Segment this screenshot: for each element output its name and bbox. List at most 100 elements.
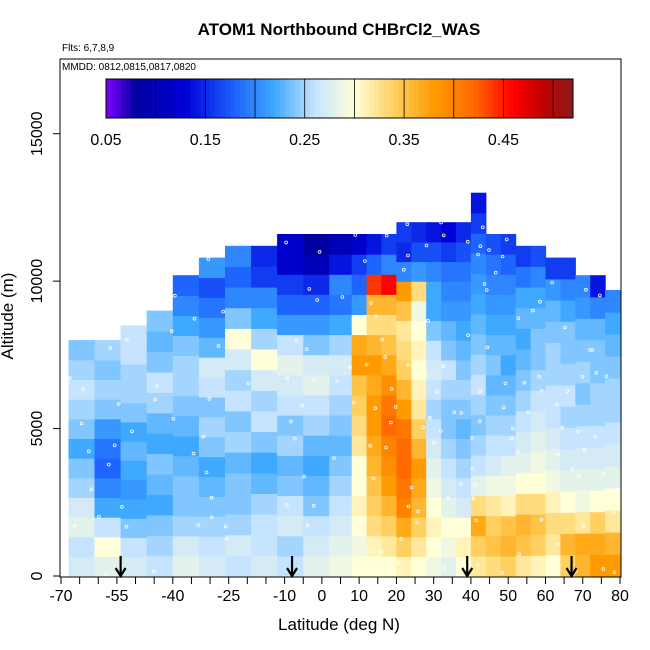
colorbar-segment	[279, 79, 286, 118]
sample-point	[432, 441, 436, 445]
heatmap-cell	[277, 254, 304, 275]
heatmap-cell	[198, 496, 226, 517]
heatmap-cell	[530, 514, 547, 536]
heatmap-cell	[351, 435, 368, 456]
heatmap-cell	[198, 456, 226, 478]
x-tick-label: -55	[105, 588, 128, 605]
heatmap-cell	[277, 555, 304, 577]
heatmap-cell	[530, 390, 547, 412]
heatmap-cell	[396, 300, 412, 322]
colorbar-tick-label: 0.15	[190, 132, 221, 149]
heatmap-cell	[605, 444, 621, 467]
sample-point	[584, 287, 588, 292]
heatmap-cell	[470, 535, 487, 557]
sample-point	[125, 337, 129, 342]
heatmap-cell	[198, 277, 226, 298]
heatmap-cell	[120, 518, 148, 539]
subtitle-flights: Flts: 6,7,8,9	[62, 43, 115, 54]
colorbar-segment	[483, 79, 489, 118]
heatmap-cell	[198, 257, 226, 279]
heatmap-cell	[351, 495, 368, 517]
colorbar-segment	[493, 79, 499, 118]
heatmap-cell	[441, 418, 457, 439]
sample-point	[169, 329, 174, 334]
heatmap-cell	[198, 416, 226, 438]
heatmap-cell	[146, 555, 174, 577]
sample-point	[433, 497, 438, 502]
heatmap-cell	[485, 354, 502, 376]
heatmap-cell	[225, 514, 252, 536]
heatmap-cell	[515, 328, 532, 350]
heatmap-cell	[530, 307, 547, 329]
heatmap-cell	[411, 340, 427, 361]
heatmap-cell	[545, 278, 561, 301]
sample-point	[441, 233, 446, 238]
x-tick-label: 40	[462, 588, 480, 605]
sample-point	[210, 515, 214, 520]
heatmap-cell	[303, 254, 330, 275]
sample-point	[354, 565, 359, 569]
sample-point	[79, 421, 84, 426]
colorbar-segment	[309, 79, 316, 118]
heatmap-cell	[485, 435, 502, 456]
heatmap-cell	[251, 514, 278, 536]
heatmap-cell	[530, 555, 547, 577]
heatmap-cell	[545, 491, 561, 513]
sample-point	[500, 571, 505, 575]
colorbar-segment	[180, 79, 186, 118]
sample-point	[580, 374, 585, 379]
sample-point	[389, 387, 394, 391]
sample-point	[304, 347, 309, 352]
sample-point	[171, 416, 176, 421]
heatmap-cell	[277, 234, 304, 255]
heatmap-cell	[456, 320, 472, 341]
heatmap-cell	[94, 556, 122, 577]
heatmap-cell	[411, 359, 427, 381]
heatmap-cell	[426, 320, 442, 341]
chart-title: ATOM1 Northbound CHBrCl2_WAS	[198, 20, 481, 39]
heatmap-cell	[351, 254, 368, 275]
sample-point	[570, 467, 575, 472]
sample-point	[556, 452, 560, 457]
sample-point	[465, 239, 470, 244]
heatmap-cell	[530, 431, 547, 453]
heatmap-cell	[329, 495, 353, 517]
heatmap-cell	[396, 241, 412, 263]
heatmap-cell	[426, 477, 442, 498]
profile-marker-arrow	[461, 556, 474, 579]
heatmap-cell	[456, 497, 472, 518]
heatmap-cell	[381, 234, 397, 255]
colorbar-segment	[503, 79, 509, 118]
sample-point	[315, 298, 320, 302]
heatmap-cell	[329, 555, 353, 577]
y-axis: 0 5000 10000 15000	[29, 111, 61, 580]
heatmap-cell	[590, 318, 606, 341]
heatmap-cell	[470, 253, 487, 274]
heatmap-cell	[545, 321, 561, 343]
heatmap-cell	[120, 383, 148, 404]
heatmap-cell	[411, 418, 427, 439]
colorbar-segment	[299, 79, 306, 118]
heatmap-cell	[198, 297, 226, 318]
heatmap-cell	[545, 427, 561, 450]
heatmap-cell	[441, 438, 457, 459]
heatmap-cell	[329, 334, 353, 356]
heatmap-cell	[172, 435, 200, 457]
heatmap-cell	[172, 275, 200, 296]
sample-point	[470, 466, 475, 471]
colorbar-segment	[235, 79, 241, 118]
heatmap-cell	[396, 399, 412, 420]
heatmap-cell	[146, 371, 174, 393]
heatmap-cell	[470, 414, 487, 436]
sample-point	[424, 243, 429, 248]
heatmap-cell	[470, 374, 487, 396]
heatmap-cell	[172, 455, 200, 477]
heatmap-cell	[251, 390, 278, 412]
heatmap-cell	[470, 475, 487, 496]
heatmap-cell	[485, 455, 502, 476]
heatmap-cell	[515, 472, 532, 494]
colorbar-segment	[553, 79, 559, 118]
heatmap-cell	[225, 534, 252, 556]
sample-point	[550, 280, 554, 285]
sample-point	[438, 429, 443, 433]
